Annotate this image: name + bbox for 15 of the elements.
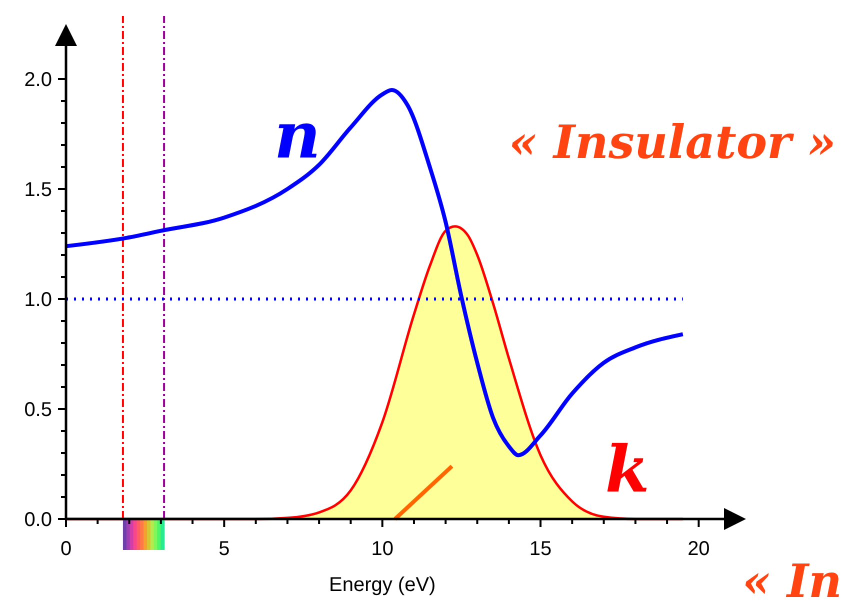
x-tick-label: 20	[688, 538, 710, 560]
x-tick-label: 0	[60, 538, 72, 560]
y-tick-label: 1.5	[24, 179, 52, 201]
y-tick-label: 2.0	[24, 69, 52, 91]
annotation: « Insulator »	[508, 115, 836, 169]
text: « In	[742, 554, 842, 605]
y-tick-label: 0.0	[24, 509, 52, 531]
y-tick-label: 0.5	[24, 399, 52, 421]
x-tick-label: 10	[371, 538, 394, 560]
x-tick-label: 15	[529, 538, 552, 560]
series-label: k	[605, 432, 650, 508]
series-label: n	[274, 98, 321, 174]
x-axis-title: Energy (eV)	[328, 574, 436, 596]
y-tick-label: 1.0	[24, 289, 52, 311]
x-tick-label: 5	[218, 538, 230, 560]
